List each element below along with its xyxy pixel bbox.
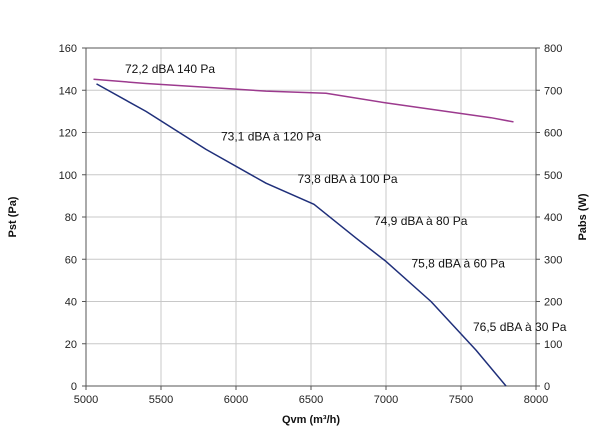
x-tick-label: 5500	[149, 394, 173, 406]
series-lines	[93, 78, 514, 387]
x-axis-title: Qvm (m³/h)	[282, 414, 340, 426]
y-tick-label: 140	[59, 85, 77, 97]
power-curve-line	[93, 78, 514, 123]
y-tick-label: 60	[65, 254, 77, 266]
operating-point-annotation: 72,2 dBA 140 Pa	[125, 62, 215, 76]
y2-axis-title: Pabs (W)	[577, 193, 589, 240]
y2-tick-label: 800	[544, 43, 562, 55]
operating-point-annotation: 73,1 dBA à 120 Pa	[221, 130, 321, 144]
y-tick-label: 100	[59, 170, 77, 182]
y2-tick-label: 400	[544, 212, 562, 224]
y-tick-label: 120	[59, 128, 77, 140]
y-tick-label: 80	[65, 212, 77, 224]
y2-tick-label: 100	[544, 339, 562, 351]
y-tick-label: 160	[59, 43, 77, 55]
operating-point-annotation: 74,9 dBA à 80 Pa	[374, 214, 468, 228]
x-tick-label: 6500	[299, 394, 323, 406]
x-tick-label: 7000	[374, 394, 398, 406]
x-tick-label: 7500	[449, 394, 473, 406]
y-tick-label: 0	[71, 381, 77, 393]
y2-tick-label: 300	[544, 254, 562, 266]
annotations: 72,2 dBA 140 Pa 73,1 dBA à 120 Pa 73,8 dBA…	[125, 62, 567, 334]
y2-tick-label: 500	[544, 170, 562, 182]
gridlines	[85, 47, 537, 387]
y-axis-title: Pst (Pa)	[7, 196, 19, 237]
y2-tick-label: 0	[544, 381, 550, 393]
x-axis-ticks: 5000 5500 6000 6500 7000 7500 8000	[74, 386, 548, 406]
pressure-curve-line	[96, 83, 507, 387]
y2-tick-label: 600	[544, 128, 562, 140]
y2-tick-label: 700	[544, 85, 562, 97]
operating-point-annotation: 73,8 dBA à 100 Pa	[298, 172, 398, 186]
y2-tick-label: 200	[544, 297, 562, 309]
y-axis-ticks: 0 20 40 60 80 100 120 140 160	[59, 43, 86, 393]
y-tick-label: 40	[65, 297, 77, 309]
x-tick-label: 8000	[524, 394, 548, 406]
x-tick-label: 5000	[74, 394, 98, 406]
y2-axis-ticks: 0 100 200 300 400 500 600 700 800	[536, 43, 562, 393]
y-tick-label: 20	[65, 339, 77, 351]
x-tick-label: 6000	[224, 394, 248, 406]
operating-point-annotation: 75,8 dBA à 60 Pa	[412, 256, 506, 270]
operating-point-annotation: 76,5 dBA à 30 Pa	[473, 320, 567, 334]
